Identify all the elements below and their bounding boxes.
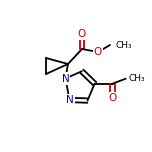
- Text: CH₃: CH₃: [115, 40, 132, 50]
- Text: O: O: [109, 93, 117, 103]
- Text: N: N: [66, 95, 73, 105]
- Text: CH₃: CH₃: [129, 74, 145, 83]
- Text: N: N: [62, 74, 69, 83]
- Text: O: O: [78, 29, 86, 39]
- Text: O: O: [94, 47, 102, 57]
